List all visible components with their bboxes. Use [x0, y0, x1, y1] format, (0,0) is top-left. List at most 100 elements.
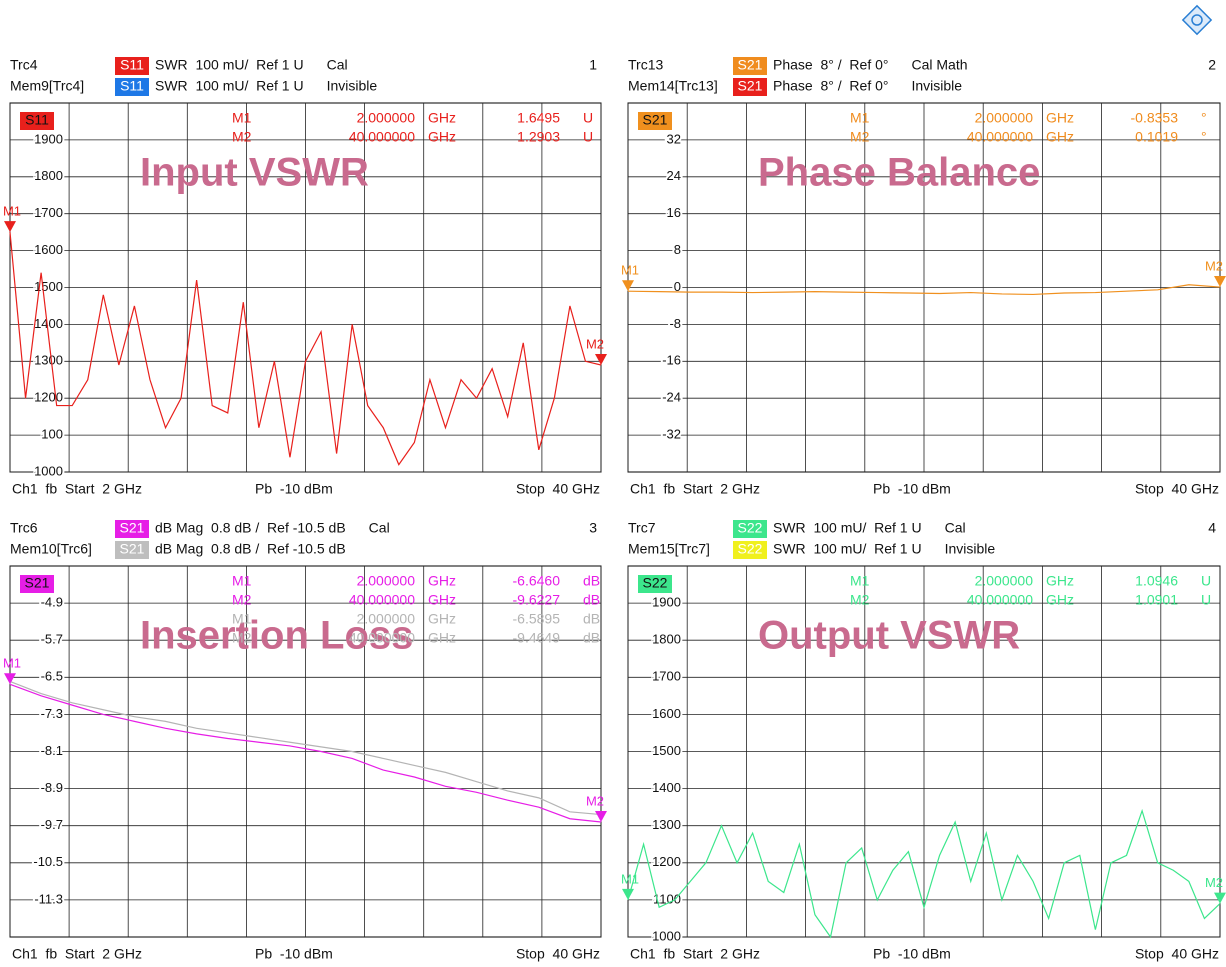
trace-badge-text: S21	[25, 575, 50, 591]
marker-response: -9.4649	[513, 630, 561, 646]
marker-unit: GHz	[428, 129, 456, 145]
y-tick-label: 1700	[34, 205, 63, 220]
trace-label: Trc4	[10, 57, 38, 73]
badge-text: S21	[738, 57, 763, 73]
marker-label: M2	[1205, 258, 1223, 273]
footer-stop: Stop 40 GHz	[516, 481, 600, 497]
status: Cal	[327, 57, 348, 73]
marker-response: -6.6460	[513, 573, 561, 589]
marker-name: M2	[232, 630, 252, 646]
footer-power: Pb -10 dBm	[255, 946, 333, 962]
y-tick-label: 1200	[34, 390, 63, 405]
trace-label: Mem10[Trc6]	[10, 541, 92, 557]
marker-response-unit: U	[583, 110, 593, 126]
footer-power: Pb -10 dBm	[873, 481, 951, 497]
marker-name: M2	[850, 592, 870, 608]
badge-text: S21	[120, 541, 145, 557]
format: SWR 100 mU/ Ref 1 U	[155, 57, 304, 73]
badge-text: S21	[738, 78, 763, 94]
trace	[627, 284, 1221, 296]
y-tick-label: -11.3	[34, 891, 63, 906]
footer-power: Pb -10 dBm	[255, 481, 333, 497]
marker-triangle	[595, 810, 607, 822]
trace-badge-text: S21	[643, 112, 668, 128]
y-tick-label: -6.5	[41, 669, 63, 684]
footer-start: Ch1 fb Start 2 GHz	[12, 481, 142, 497]
marker-stimulus: 2.000000	[357, 611, 416, 627]
y-tick-label: 1900	[34, 131, 63, 146]
marker-response: -6.5895	[513, 611, 561, 627]
badge-text: S22	[738, 520, 763, 536]
marker-name: M1	[232, 611, 252, 627]
logo	[1181, 4, 1213, 36]
y-tick-label: 1200	[652, 854, 681, 869]
marker-response: -0.8353	[1131, 110, 1179, 126]
channel-number: 2	[1208, 57, 1216, 73]
y-tick-label: 1000	[652, 928, 681, 943]
marker-stimulus: 40.000000	[967, 129, 1033, 145]
badge	[115, 541, 149, 559]
marker-unit: GHz	[428, 611, 456, 627]
marker-stimulus: 40.000000	[349, 129, 415, 145]
y-tick-label: -5.7	[41, 632, 63, 647]
badge	[733, 57, 767, 75]
y-tick-label: 1300	[652, 817, 681, 832]
badge	[115, 78, 149, 96]
footer-power: Pb -10 dBm	[873, 946, 951, 962]
trace	[627, 808, 1221, 939]
marker-response-unit: dB	[583, 630, 600, 646]
status: Invisible	[327, 78, 378, 94]
y-tick-label: -8	[669, 316, 681, 331]
format: SWR 100 mU/ Ref 1 U	[155, 78, 304, 94]
badge	[733, 541, 767, 559]
y-tick-label: 32	[667, 131, 681, 146]
y-tick-label: 24	[667, 168, 681, 183]
badge-text: S22	[738, 541, 763, 557]
marker-triangle	[622, 888, 634, 900]
marker-name: M1	[850, 110, 870, 126]
y-tick-label: 1800	[652, 632, 681, 647]
y-tick-label: 1600	[652, 706, 681, 721]
y-tick-label: 0	[674, 279, 681, 294]
marker-triangle	[1214, 276, 1226, 288]
big-title: Phase Balance	[758, 151, 1040, 195]
badge	[733, 78, 767, 96]
y-tick-label: 8	[674, 242, 681, 257]
channel-number: 3	[589, 520, 597, 536]
channel-number: 1	[589, 57, 597, 73]
y-tick-label: 1300	[34, 353, 63, 368]
y-tick-label: 1500	[652, 743, 681, 758]
marker-triangle	[595, 353, 607, 365]
marker-stimulus: 40.000000	[349, 592, 415, 608]
footer-stop: Stop 40 GHz	[1135, 481, 1219, 497]
format: SWR 100 mU/ Ref 1 U	[773, 541, 922, 557]
marker-response: -9.6227	[513, 592, 561, 608]
marker-response-unit: °	[1201, 110, 1207, 126]
marker-response-unit: U	[1201, 573, 1211, 589]
badge	[115, 520, 149, 538]
marker-label: M2	[1205, 875, 1223, 890]
big-title: Output VSWR	[758, 614, 1020, 658]
marker-response: 0.1019	[1135, 129, 1178, 145]
y-tick-label: 16	[667, 205, 681, 220]
marker-label: M2	[586, 793, 604, 808]
trace-label: Mem15[Trc7]	[628, 541, 710, 557]
status: Cal	[369, 520, 390, 536]
big-title: Input VSWR	[140, 151, 369, 195]
trace-label: Trc13	[628, 57, 663, 73]
marker-stimulus: 2.000000	[357, 573, 416, 589]
format: dB Mag 0.8 dB / Ref -10.5 dB	[155, 520, 346, 536]
y-tick-label: -9.7	[41, 817, 63, 832]
marker-stimulus: 2.000000	[975, 110, 1034, 126]
status: Invisible	[945, 541, 996, 557]
trace-badge	[20, 575, 54, 593]
trace-badge	[20, 112, 54, 130]
y-tick-label: -7.3	[41, 706, 63, 721]
trace-label: Mem14[Trc13]	[628, 78, 718, 94]
y-tick-label: -8.1	[41, 743, 63, 758]
marker-response-unit: dB	[583, 611, 600, 627]
format: dB Mag 0.8 dB / Ref -10.5 dB	[155, 541, 346, 557]
y-tick-label: 1000	[34, 463, 63, 478]
y-tick-label: 1800	[34, 168, 63, 183]
